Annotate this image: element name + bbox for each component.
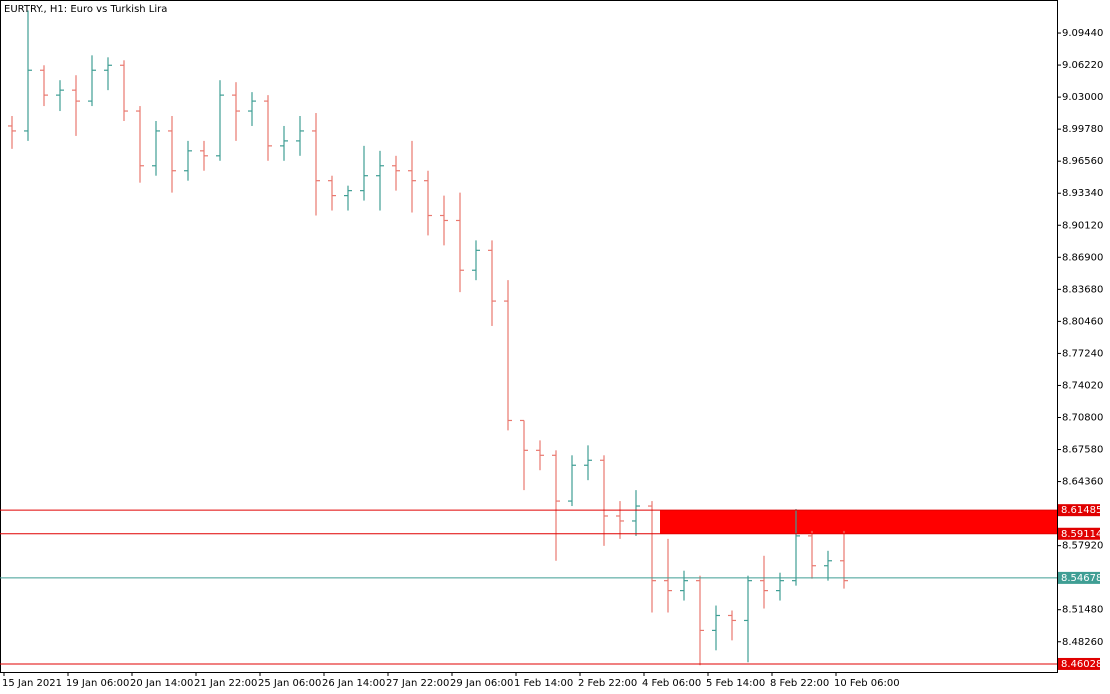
x-tick-label: 15 Jan 2021 xyxy=(2,678,62,689)
y-tick-label: 9.03000 xyxy=(1062,92,1103,103)
y-tick-label: 8.51480 xyxy=(1062,605,1103,616)
chart-title: EURTRY., H1: Euro vs Turkish Lira xyxy=(4,4,167,15)
zone xyxy=(660,510,1057,534)
x-tick-label: 20 Jan 14:00 xyxy=(130,678,193,689)
y-tick-label: 9.09440 xyxy=(1062,28,1103,39)
x-tick-label: 19 Jan 06:00 xyxy=(66,678,129,689)
level-label-box xyxy=(1058,657,1100,670)
level-label-box xyxy=(1058,571,1100,584)
x-tick-label: 29 Jan 06:00 xyxy=(450,678,513,689)
y-tick-label: 8.57920 xyxy=(1062,541,1103,552)
y-tick-label: 8.77240 xyxy=(1062,348,1103,359)
level-label: 8.54678 xyxy=(1061,573,1102,584)
x-tick-label: 5 Feb 14:00 xyxy=(706,678,765,689)
x-tick-label: 25 Jan 06:00 xyxy=(258,678,321,689)
y-tick-label: 8.67580 xyxy=(1062,445,1103,456)
y-tick-label: 8.70800 xyxy=(1062,412,1103,423)
y-tick-label: 8.86900 xyxy=(1062,252,1103,263)
x-tick-label: 1 Feb 14:00 xyxy=(514,678,573,689)
y-tick-label: 8.48260 xyxy=(1062,637,1103,648)
x-tick-label: 21 Jan 22:00 xyxy=(194,678,257,689)
y-tick-label: 8.64360 xyxy=(1062,477,1103,488)
x-tick-label: 8 Feb 22:00 xyxy=(770,678,829,689)
x-tick-label: 4 Feb 06:00 xyxy=(642,678,701,689)
y-tick-label: 8.93340 xyxy=(1062,188,1103,199)
level-label-box xyxy=(1058,527,1100,540)
x-tick-label: 2 Feb 22:00 xyxy=(578,678,637,689)
y-tick-label: 8.99780 xyxy=(1062,124,1103,135)
x-tick-label: 10 Feb 06:00 xyxy=(834,678,900,689)
y-tick-label: 8.80460 xyxy=(1062,316,1103,327)
y-tick-label: 8.74020 xyxy=(1062,380,1103,391)
level-label: 8.61485 xyxy=(1061,505,1102,516)
level-label-box xyxy=(1058,504,1100,517)
y-tick-label: 8.83680 xyxy=(1062,284,1103,295)
level-label: 8.59114 xyxy=(1061,529,1102,540)
x-tick-label: 27 Jan 22:00 xyxy=(386,678,449,689)
plot-frame xyxy=(0,0,1058,673)
y-tick-label: 8.90120 xyxy=(1062,220,1103,231)
level-label: 8.46028 xyxy=(1061,659,1102,670)
y-tick-label: 8.96560 xyxy=(1062,156,1103,167)
x-tick-label: 26 Jan 14:00 xyxy=(322,678,385,689)
y-tick-label: 9.06220 xyxy=(1062,60,1103,71)
